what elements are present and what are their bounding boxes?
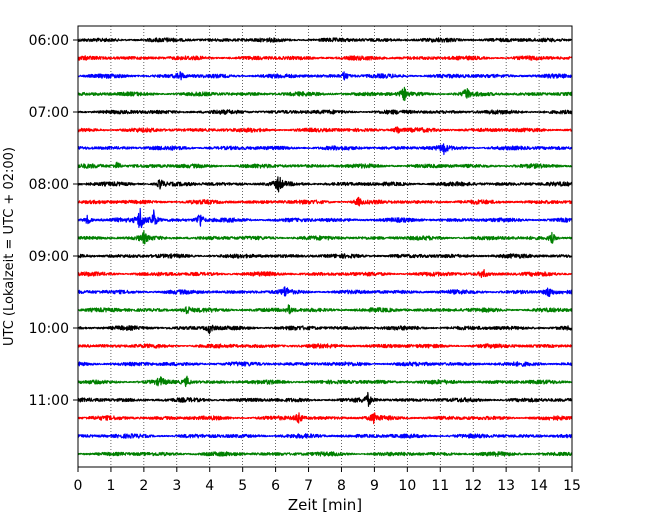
trace-0700 (77, 109, 573, 115)
trace-1130 (77, 433, 573, 439)
y-tick-label: 08:00 (29, 177, 69, 193)
trace-0945 (77, 304, 573, 315)
trace-0630 (77, 71, 573, 81)
trace-0845 (77, 230, 573, 245)
x-tick-label: 7 (304, 478, 313, 494)
trace-0615 (77, 55, 573, 61)
y-tick-label: 06:00 (29, 33, 69, 49)
x-tick-label: 10 (398, 478, 416, 494)
trace-1000 (77, 324, 573, 335)
trace-0645 (77, 86, 573, 102)
x-tick-label: 12 (464, 478, 482, 494)
trace-1145 (77, 451, 573, 457)
seismogram-traces (77, 37, 573, 457)
x-tick-label: 9 (370, 478, 379, 494)
x-tick-label: 5 (238, 478, 247, 494)
x-tick-label: 0 (74, 478, 83, 494)
y-tick-label: 10:00 (29, 321, 69, 337)
x-tick-label: 6 (271, 478, 280, 494)
trace-0930 (77, 286, 573, 298)
x-tick-label: 2 (139, 478, 148, 494)
y-tick-label: 07:00 (29, 105, 69, 121)
trace-0900 (77, 253, 573, 259)
trace-0730 (77, 143, 573, 156)
plot-frame (77, 25, 573, 468)
trace-1030 (77, 361, 573, 367)
y-axis-label: UTC (Lokalzeit = UTC + 02:00) (2, 147, 17, 346)
x-tick-label: 3 (172, 478, 181, 494)
y-axis-ticks: 06:00 07:00 08:00 09:00 10:00 11:00 (29, 33, 78, 409)
trace-0745 (77, 161, 573, 169)
x-axis-ticks: 0 1 2 3 4 5 6 7 8 9 10 11 12 13 14 15 (74, 467, 581, 494)
x-tick-label: 8 (337, 478, 346, 494)
y-tick-label: 11:00 (29, 393, 69, 409)
trace-1115 (77, 412, 573, 425)
trace-0715 (77, 126, 573, 134)
x-tick-label: 11 (431, 478, 449, 494)
trace-0800 (77, 176, 573, 193)
trace-1015 (77, 343, 573, 349)
x-tick-label: 4 (205, 478, 214, 494)
trace-1100 (77, 391, 573, 407)
x-axis-label: Zeit [min] (288, 496, 362, 514)
trace-0600 (77, 37, 573, 43)
x-tick-label: 13 (497, 478, 515, 494)
y-tick-label: 09:00 (29, 249, 69, 265)
x-tick-label: 15 (563, 478, 581, 494)
trace-0830 (77, 207, 573, 229)
x-tick-label: 14 (530, 478, 548, 494)
trace-0915 (77, 269, 573, 279)
trace-0815 (77, 196, 573, 207)
trace-1045 (77, 375, 573, 388)
x-tick-label: 1 (106, 478, 115, 494)
